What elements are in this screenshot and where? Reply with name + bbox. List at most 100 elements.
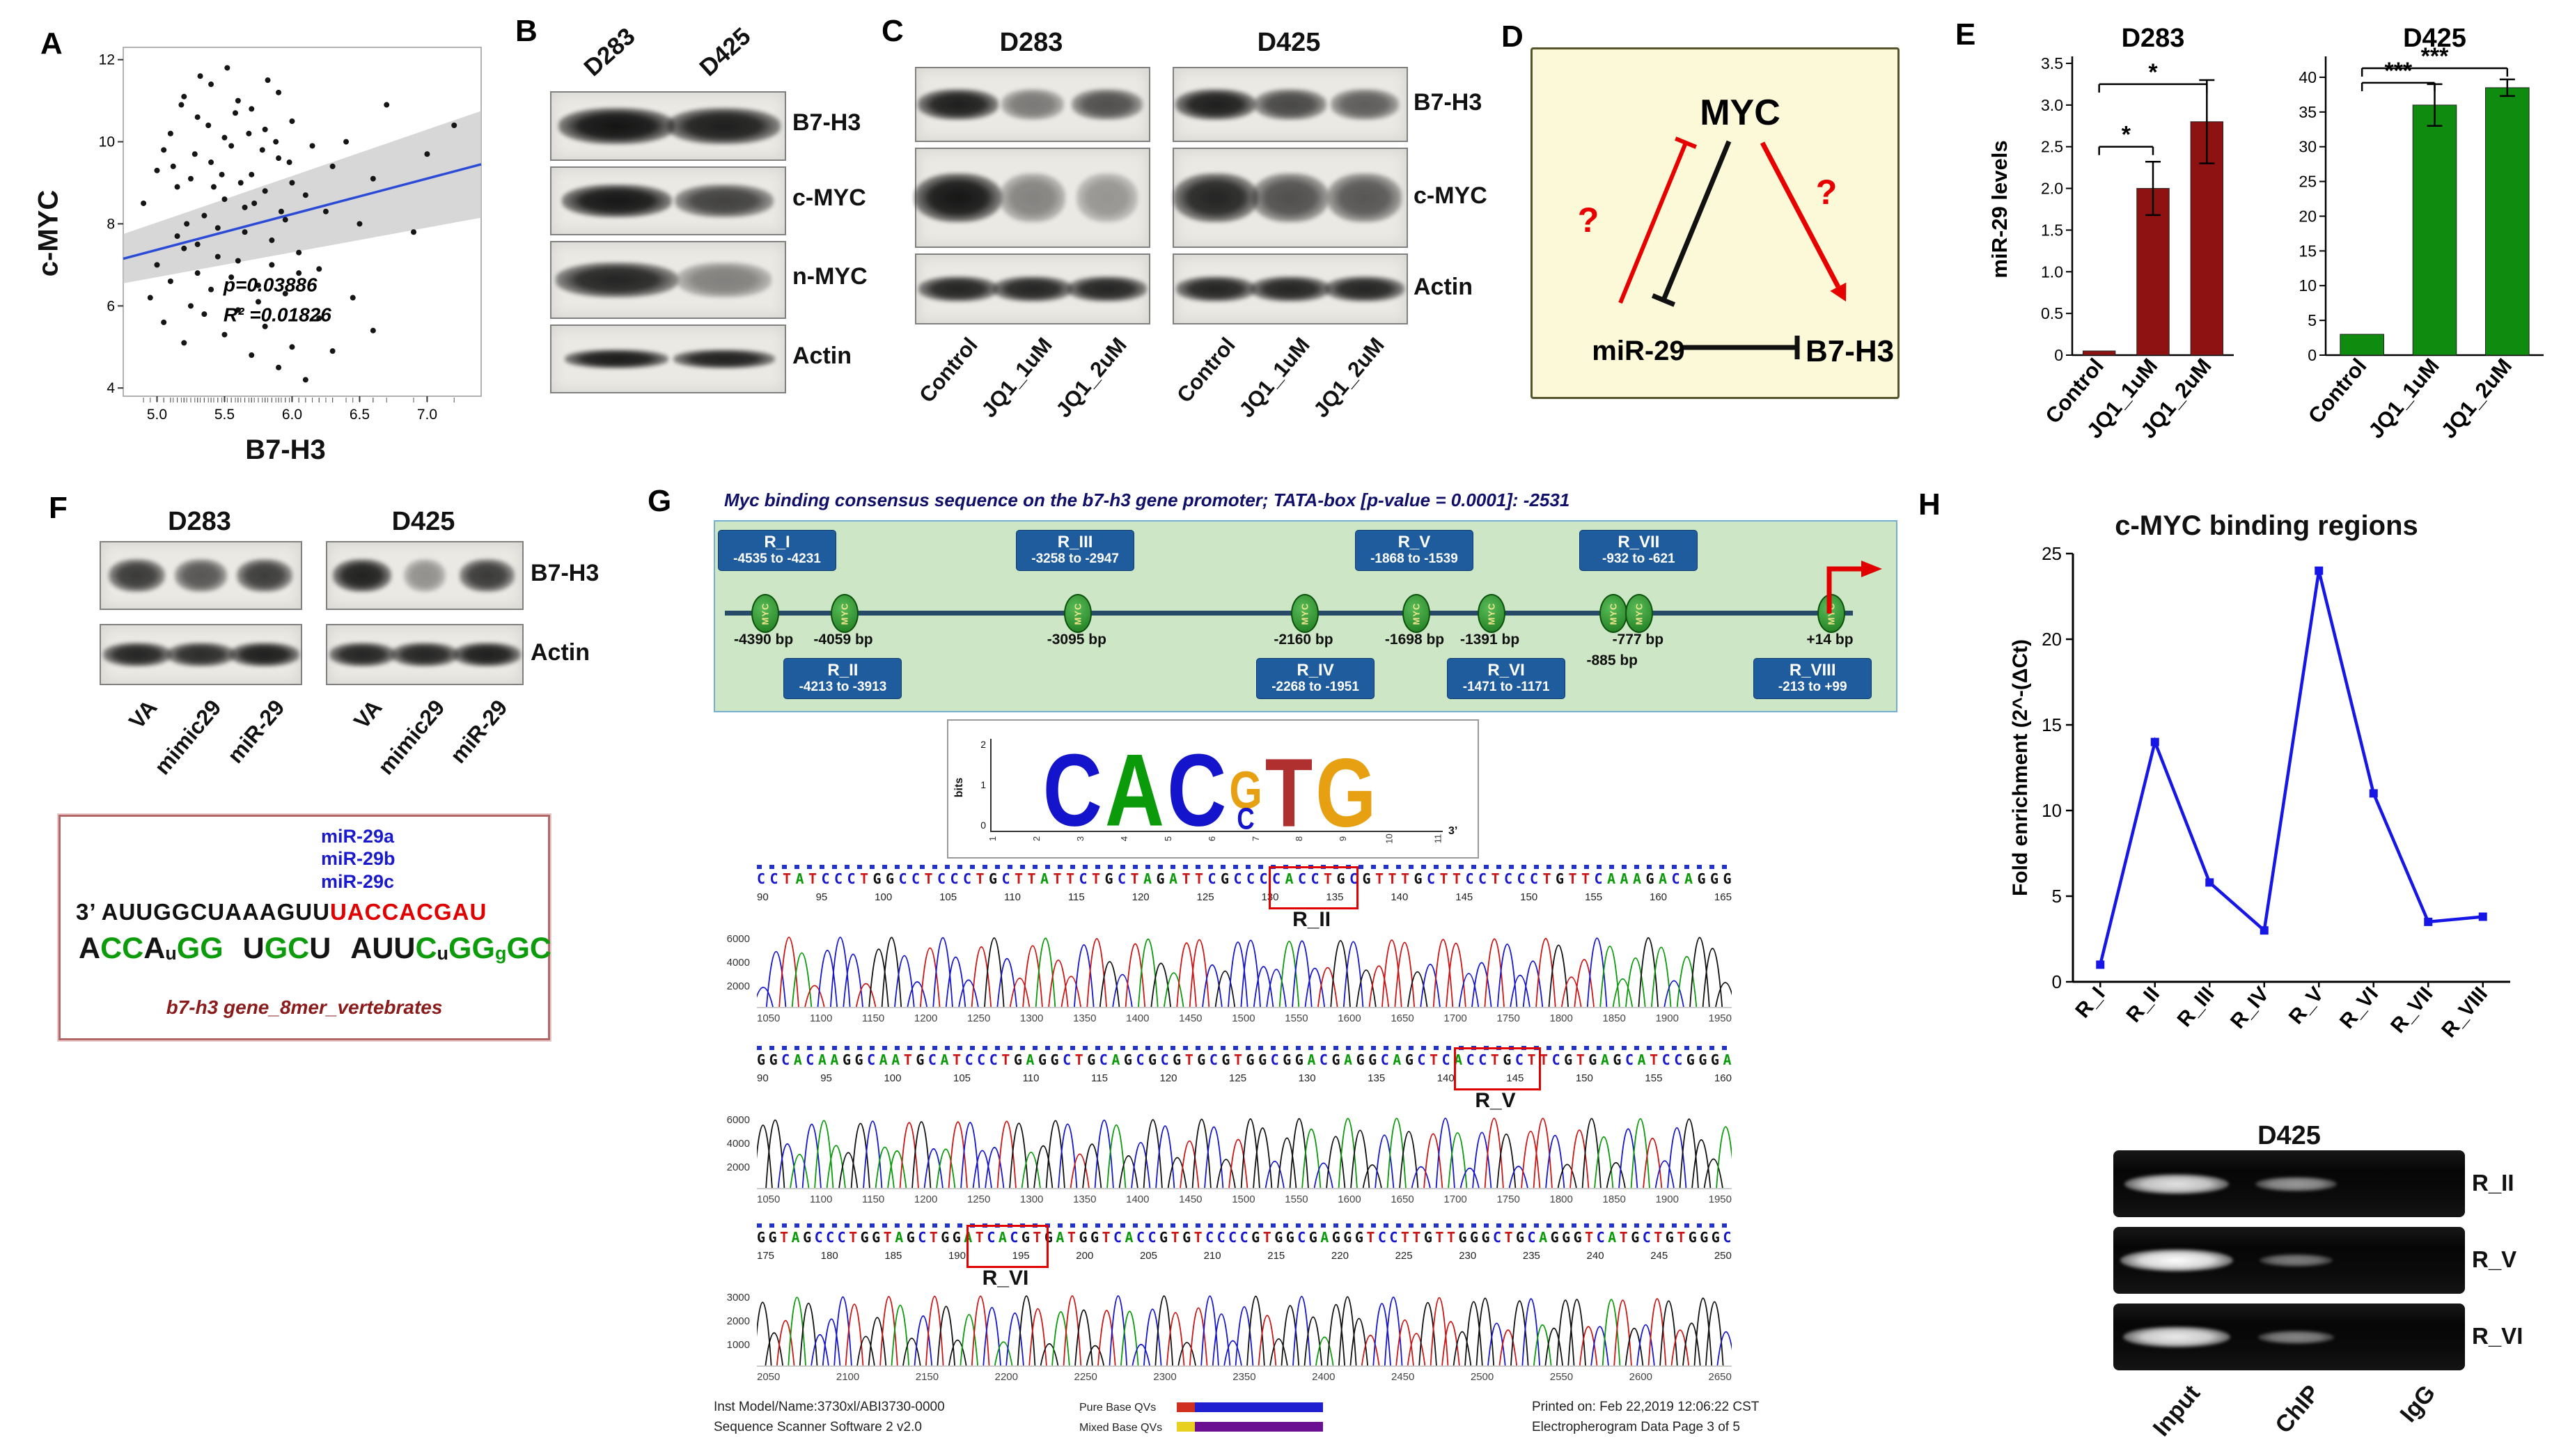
logo-xtick: 5 bbox=[1162, 836, 1173, 842]
gel-title: D425 bbox=[2257, 1121, 2321, 1150]
bp-label: -4059 bp bbox=[813, 632, 873, 648]
gel-row-label: R_VI bbox=[2472, 1323, 2523, 1349]
blot-band bbox=[561, 184, 672, 218]
promoter-region: R_VIII -213 to +99 bbox=[1753, 658, 1872, 700]
blot-row-label: B7-H3 bbox=[1414, 89, 1482, 116]
promoter-region: R_I -4535 to -4231 bbox=[718, 530, 836, 572]
logo-letter: C bbox=[122, 932, 144, 965]
base-numbers: 90 95 100 105 110 115 120 125 130 135 140 145 150 155… bbox=[757, 1072, 1732, 1084]
logo-letter: G bbox=[1315, 738, 1377, 847]
blot-band bbox=[918, 276, 999, 302]
bp-label: -3095 bp bbox=[1047, 632, 1106, 648]
footer-right: Printed on: Feb 22,2019 12:06:22 CST Ele… bbox=[1532, 1398, 1759, 1437]
svg-text:15: 15 bbox=[2299, 242, 2317, 260]
svg-text:10: 10 bbox=[2299, 276, 2317, 295]
trace bbox=[753, 1289, 1735, 1367]
sequence-seed: UACCACGAU bbox=[329, 899, 487, 925]
svg-text:R_VIII: R_VIII bbox=[2437, 983, 2492, 1042]
footer-instrument: Inst Model/Name:3730xl/ABI3730-0000 bbox=[714, 1400, 945, 1414]
myc-oval-label: MYC bbox=[1608, 602, 1619, 625]
lane-label: JQ1_2uM bbox=[1308, 333, 1389, 423]
svg-text:5.5: 5.5 bbox=[214, 407, 235, 423]
promoter-map: R_I -4535 to -4231 R_III -3258 to -2947 R_V -… bbox=[714, 520, 1897, 712]
blot-band bbox=[673, 350, 776, 368]
gel-row-R_VI bbox=[2113, 1304, 2465, 1370]
svg-text:JQ1_1uM: JQ1_1uM bbox=[2363, 354, 2443, 443]
panel-a-label: A bbox=[40, 26, 63, 61]
logo-letter: G bbox=[471, 932, 495, 965]
gel-band bbox=[2260, 1254, 2333, 1267]
logo-letter: G bbox=[506, 932, 530, 965]
myc-site-oval: MYC bbox=[1477, 594, 1505, 633]
scatter-plot: 4 6 8 10 12 5.0 5.5 6.0 6.5 7.0 p=0.03886 R² =0.018… bbox=[80, 42, 491, 428]
region-name: R_VIII bbox=[1789, 661, 1836, 680]
svg-text:B7-H3: B7-H3 bbox=[1806, 334, 1893, 368]
blot-band bbox=[1001, 89, 1065, 120]
lane-label: D425 bbox=[694, 22, 756, 82]
region-range: -3258 to -2947 bbox=[1031, 551, 1119, 567]
mir-name: miR-29b bbox=[321, 848, 396, 870]
blot-row-c-MYC bbox=[550, 166, 786, 235]
blot-row-label: Actin bbox=[792, 342, 852, 369]
svg-text:D425: D425 bbox=[2403, 24, 2466, 53]
lane-label: VA bbox=[123, 695, 162, 734]
base-numbers: 90 95 100 105 110 115 120 125 130 135 140 145 150 155… bbox=[757, 891, 1732, 903]
svg-text:8: 8 bbox=[107, 216, 115, 232]
svg-text:6.0: 6.0 bbox=[282, 407, 302, 423]
region-name: R_VII bbox=[1618, 533, 1660, 551]
trace bbox=[753, 930, 1736, 1008]
svg-text:*: * bbox=[2122, 122, 2131, 148]
chip-gel: D425 R_II R_V R_VI Input ChIP IgG bbox=[2113, 1121, 2523, 1456]
region-range: -4535 to -4231 bbox=[733, 551, 821, 567]
logo-letter: G bbox=[176, 932, 201, 965]
mir29-sequence: 3’ AUUGGCUAAAGUUUACCACGAU bbox=[76, 899, 487, 925]
motif-region-label: R_V bbox=[1475, 1089, 1516, 1112]
svg-text:?: ? bbox=[1578, 201, 1599, 240]
panel-c: C D283 Control JQ1_1uM JQ1_2uM D425 Control JQ… bbox=[882, 14, 1494, 467]
group-title: D425 bbox=[391, 507, 455, 536]
myc-mir29-b7h3-schematic: MYC miR-29 B7-H3?? bbox=[1530, 47, 1900, 399]
blot-band bbox=[391, 643, 458, 666]
line-chart-title: c-MYC binding regions bbox=[2115, 510, 2418, 541]
logo-ytick: 0 bbox=[980, 820, 986, 831]
myc-site-oval: MYC bbox=[1599, 594, 1628, 633]
gel-lane-label: Input bbox=[2147, 1380, 2206, 1442]
schematic-svg: MYC miR-29 B7-H3?? bbox=[1578, 93, 1894, 368]
blot-band bbox=[1324, 276, 1404, 302]
logo-letter: C bbox=[529, 932, 551, 965]
trace-ytick: 2000 bbox=[726, 980, 750, 992]
bp-label: -2160 bp bbox=[1274, 632, 1333, 648]
logo-letter: C bbox=[1167, 733, 1227, 848]
bp-label: -1391 bp bbox=[1459, 632, 1520, 648]
svg-text:6.5: 6.5 bbox=[350, 407, 370, 423]
line-chart-svg: 0 5 10 15 20 25 R_I R_II R_III R_IV R_V R_VI R_VII R_… bbox=[2009, 543, 2510, 1042]
myc-oval-label: MYC bbox=[1486, 602, 1497, 625]
bp-label: -885 bp bbox=[1586, 652, 1638, 668]
svg-text:R_VII: R_VII bbox=[2386, 983, 2438, 1038]
region-range: -1471 to -1171 bbox=[1462, 680, 1550, 695]
blot-band bbox=[677, 263, 772, 297]
blot-band bbox=[167, 643, 235, 666]
svg-text:12: 12 bbox=[99, 52, 115, 68]
blot-band bbox=[175, 558, 227, 593]
blot-band bbox=[1076, 173, 1138, 222]
promoter-region: R_IV -2268 to -1951 bbox=[1256, 658, 1375, 700]
gel-lane-label: ChIP bbox=[2269, 1380, 2325, 1439]
blot-row-Actin bbox=[550, 324, 786, 393]
gel-band bbox=[2120, 1249, 2233, 1271]
svg-text:40: 40 bbox=[2299, 68, 2317, 86]
panel-d-label: D bbox=[1501, 19, 1524, 54]
lane-label: D283 bbox=[579, 22, 641, 82]
myc-site-oval: MYC bbox=[1625, 594, 1654, 633]
trace-ytick: 6000 bbox=[726, 1114, 750, 1126]
motif-highlight-box bbox=[1269, 866, 1359, 909]
lane-label: JQ1_1uM bbox=[976, 333, 1057, 423]
svg-text:20: 20 bbox=[2299, 207, 2317, 225]
svg-text:JQ1_2uM: JQ1_2uM bbox=[2436, 354, 2516, 443]
svg-text:***: *** bbox=[2421, 43, 2449, 70]
mir-family-list: miR-29a miR-29b miR-29c bbox=[321, 825, 396, 893]
svg-text:0: 0 bbox=[2052, 971, 2062, 992]
